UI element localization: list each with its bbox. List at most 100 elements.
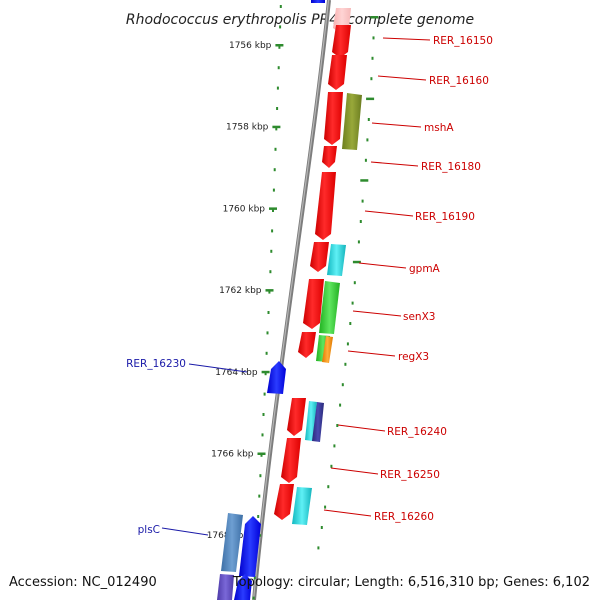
gene-label-regx3[interactable]: regX3 [398,351,429,363]
gene-arrow-top-reverse[interactable] [311,0,325,3]
minor-tick-outer [357,240,360,244]
minor-tick-outer [344,362,347,366]
feature-box-rer-16260[interactable] [292,487,312,525]
minor-tick-inner [264,372,267,376]
map-title: Rhodococcus erythropolis PR4, complete g… [126,12,474,28]
minor-tick-outer [351,301,354,305]
minor-tick-inner [278,45,281,49]
minor-tick-outer [336,424,339,427]
feature-box-senx3[interactable] [319,281,340,334]
minor-tick-outer [346,342,349,346]
minor-tick-outer [324,505,327,509]
minor-tick-outer [341,383,344,387]
minor-tick-outer [371,56,374,60]
gene-arrow-plsc[interactable] [239,516,261,577]
minor-tick-inner [259,474,262,478]
minor-tick-inner [260,453,263,457]
feature-box-rer-16240-b[interactable] [312,402,324,442]
minor-tick-inner [272,209,274,212]
callout-lines-right [323,37,431,517]
scale-labels: 1756 kbp 1758 kbp 1760 kbp 1762 kbp 1764 kbp… [207,41,272,541]
minor-tick-outer [359,220,362,223]
major-tick-outer [366,97,375,101]
minor-tick-outer [349,322,352,325]
genes-forward-strand [274,8,351,520]
gene-label-msha[interactable]: mshA [424,122,454,134]
gene-label-rer-16230[interactable]: RER_16230 [126,358,186,370]
minor-tick-inner [269,270,272,274]
gene-arrow-msha[interactable] [324,92,343,145]
topology-text: Topology: circular; Length: 6,516,310 bp… [232,575,590,590]
gene-arrow-rer-16160[interactable] [328,55,347,90]
gene-arrow-bottom-blue[interactable] [234,574,252,600]
minor-tick-inner [258,494,261,498]
gene-arrow-gpma[interactable] [310,242,329,272]
minor-tick-outer [361,199,364,203]
minor-tick-outer [353,281,356,285]
minor-tick-inner [253,576,256,580]
minor-tick-inner [275,127,278,131]
gene-arrow-senx3-lower[interactable] [298,332,316,358]
minor-tick-inner [272,188,275,192]
minor-tick-outer [367,118,370,121]
gene-label-rer-16150[interactable]: RER_16150 [433,35,493,47]
gene-labels-left: RER_16230 plsC [126,358,186,536]
major-tick-outer [360,179,369,182]
gene-arrow-rer-16180[interactable] [315,172,336,240]
major-tick-inner [272,125,281,129]
minor-tick-inner [276,86,279,90]
minor-tick-outer [317,546,320,550]
feature-box-msha[interactable] [342,93,362,150]
gene-label-gpma[interactable]: gpmA [409,263,441,275]
minor-tick-inner [266,331,269,335]
major-tick-outer [352,260,361,264]
gene-labels-right: RER_16150 RER_16160 mshA RER_16180 RER_1… [374,35,493,523]
major-tick-inner [257,452,266,455]
gene-arrow-rer-16150[interactable] [332,25,351,58]
gene-arrow-rer-16170[interactable] [322,146,337,168]
genes-reverse-strand [217,0,325,600]
feature-box-gpma[interactable] [327,244,346,276]
minor-tick-inner [257,515,260,518]
minor-tick-inner [261,433,264,437]
gene-arrow-purple[interactable] [217,574,234,600]
gene-label-rer-16260[interactable]: RER_16260 [374,511,434,523]
gene-label-rer-16180[interactable]: RER_16180 [421,161,481,173]
scale-label: 1758 kbp [226,123,269,133]
gene-label-senx3[interactable]: senX3 [403,311,435,323]
gene-arrow-plsc-steel[interactable] [221,513,243,572]
genome-backbone-highlight [252,0,330,600]
minor-tick-inner [252,596,255,600]
minor-tick-outer [372,36,375,40]
major-tick-inner [265,289,274,292]
minor-tick-inner [267,311,270,314]
minor-tick-inner [265,351,268,355]
gene-label-rer-16240[interactable]: RER_16240 [387,426,447,438]
scale-label: 1760 kbp [223,204,266,214]
genes-feature-track [292,93,362,525]
gene-arrow-rer-16250[interactable] [281,438,301,483]
feature-box-regx3[interactable] [322,336,333,363]
gene-arrow-senx3-left[interactable] [303,279,324,329]
minor-tick-inner [270,249,273,253]
minor-tick-outer [320,526,323,529]
minor-tick-inner [262,413,265,416]
scale-label: 1762 kbp [219,286,262,296]
minor-tick-outer [364,158,367,162]
gene-arrow-rer-16240[interactable] [287,398,306,436]
minor-tick-outer [330,464,333,468]
minor-tick-outer [333,444,336,448]
callout-lines-left [161,363,248,536]
minor-tick-inner [274,147,277,151]
gene-label-rer-16160[interactable]: RER_16160 [429,75,489,87]
gene-label-rer-16190[interactable]: RER_16190 [415,211,475,223]
minor-tick-outer [366,138,369,142]
major-tick-outer [370,16,379,19]
gene-label-plsc[interactable]: plsC [138,524,160,536]
gene-label-rer-16250[interactable]: RER_16250 [380,469,440,481]
gene-arrow-rer-16230[interactable] [267,361,286,394]
accession-text: Accession: NC_012490 [9,575,157,590]
minor-tick-inner [271,229,274,233]
minor-tick-inner [277,66,280,70]
gene-arrow-rer-16260[interactable] [274,484,294,520]
